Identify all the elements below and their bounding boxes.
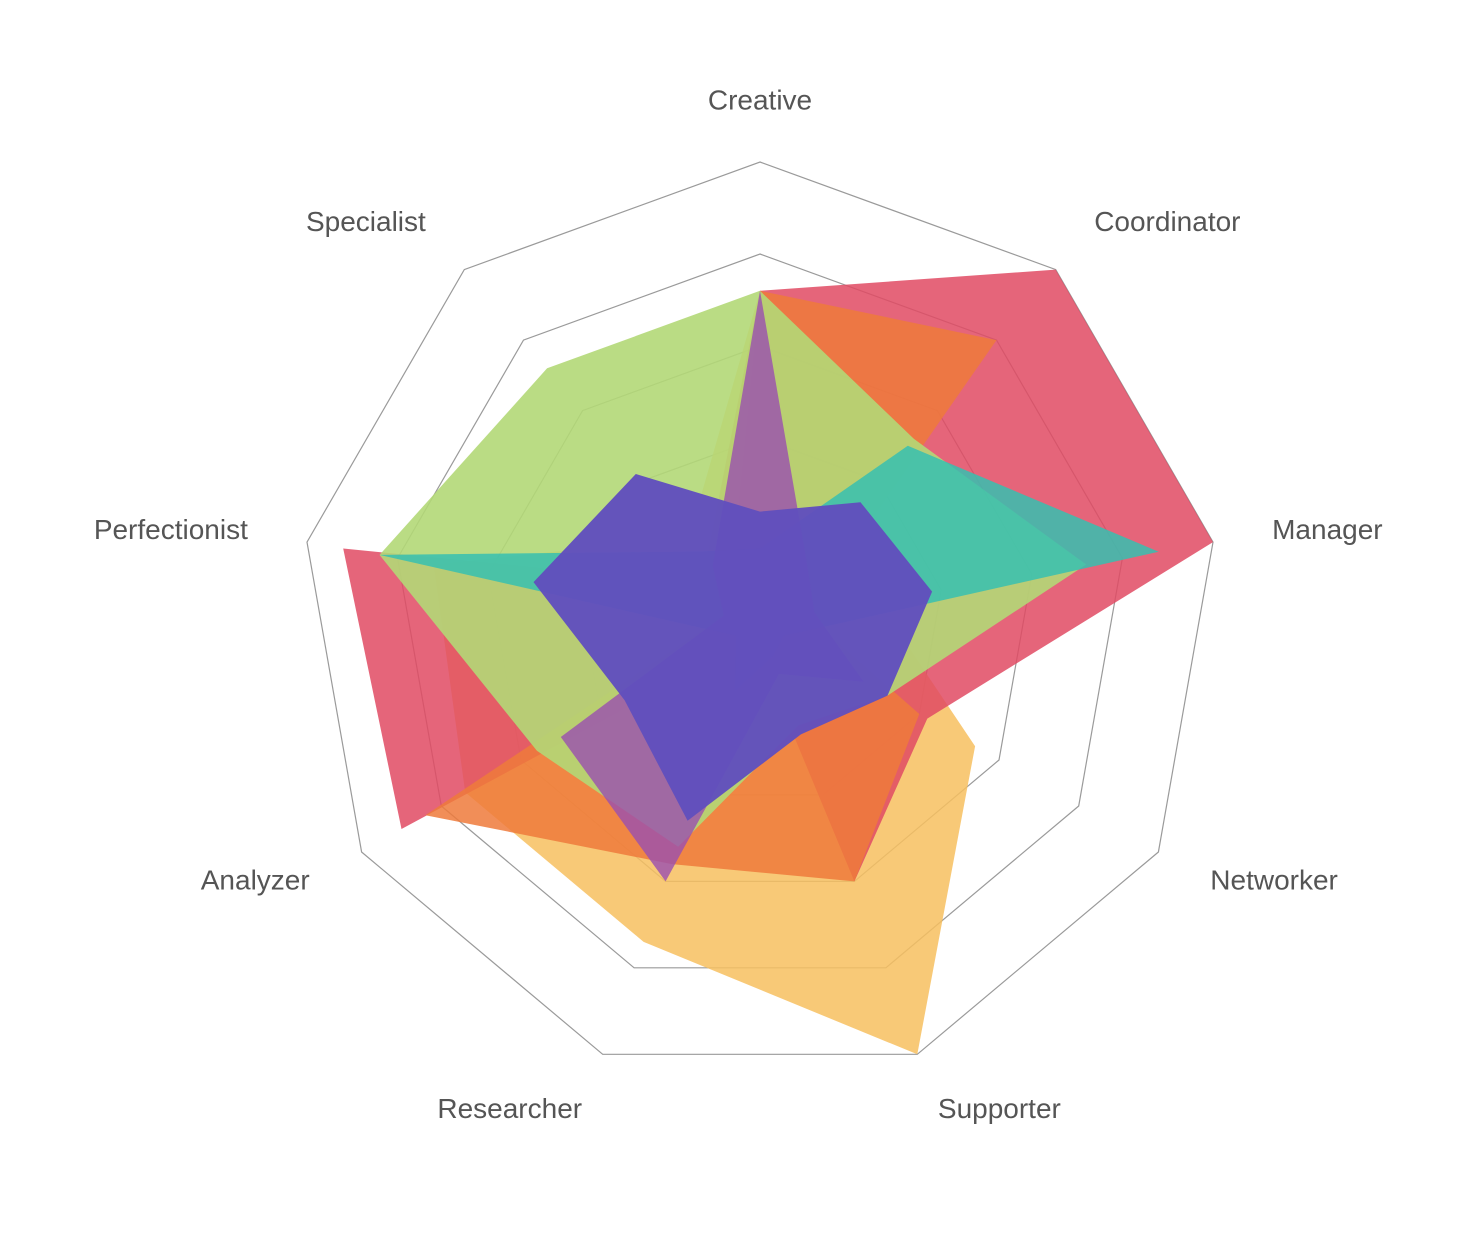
axis-label-supporter: Supporter bbox=[938, 1093, 1061, 1124]
axis-label-manager: Manager bbox=[1272, 514, 1383, 545]
axis-label-analyzer: Analyzer bbox=[201, 864, 310, 895]
series-area-6 bbox=[560, 290, 864, 882]
grid-ring-5 bbox=[306, 161, 1214, 1055]
axis-label-researcher: Researcher bbox=[437, 1093, 582, 1124]
axis-label-perfectionist: Perfectionist bbox=[94, 514, 248, 545]
radar-series-areas bbox=[343, 269, 1213, 1055]
axis-label-specialist: Specialist bbox=[306, 206, 426, 237]
axis-label-networker: Networker bbox=[1210, 864, 1338, 895]
axis-label-coordinator: Coordinator bbox=[1094, 206, 1240, 237]
axis-labels: Creative Coordinator Manager Networker Suppo… bbox=[94, 84, 1383, 1124]
series-area-7 bbox=[533, 474, 933, 821]
axis-label-creative: Creative bbox=[708, 84, 812, 115]
